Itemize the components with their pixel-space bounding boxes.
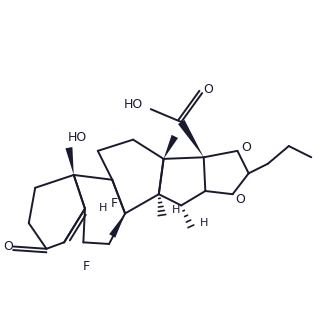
- Text: O: O: [241, 141, 251, 153]
- Text: O: O: [3, 240, 13, 253]
- Text: HO: HO: [67, 131, 87, 144]
- Text: H: H: [99, 203, 108, 213]
- Text: H: H: [200, 218, 208, 228]
- Text: F: F: [83, 260, 90, 273]
- Polygon shape: [65, 147, 74, 175]
- Polygon shape: [164, 135, 178, 159]
- Text: F: F: [110, 197, 117, 210]
- Text: O: O: [236, 193, 246, 205]
- Text: H: H: [172, 204, 181, 215]
- Text: HO: HO: [123, 98, 143, 111]
- Polygon shape: [109, 213, 125, 238]
- Polygon shape: [178, 120, 204, 157]
- Text: O: O: [203, 83, 213, 96]
